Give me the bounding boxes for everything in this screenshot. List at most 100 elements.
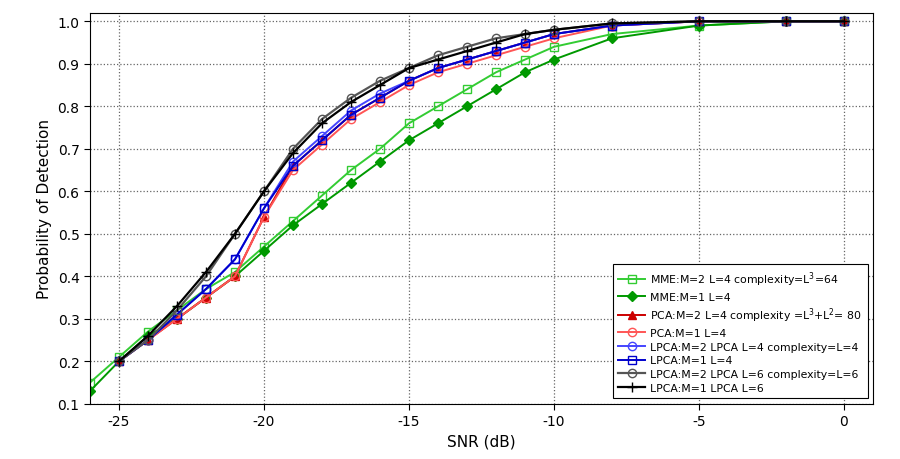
LPCA:M=1 LPCA L=6 <box>694 19 705 25</box>
MME:M=1 L=4 <box>491 87 501 93</box>
MME:M=2 L=4 complexity=L$^3$=64 <box>317 193 328 199</box>
LPCA:M=1 L=4 <box>839 19 850 25</box>
MME:M=2 L=4 complexity=L$^3$=64 <box>607 32 617 38</box>
LPCA:M=1 L=4 <box>172 312 183 318</box>
MME:M=2 L=4 complexity=L$^3$=64 <box>491 70 501 76</box>
PCA:M=2 L=4 complexity =L$^3$+L$^2$= 80 <box>549 32 560 38</box>
LPCA:M=1 LPCA L=6 <box>491 41 501 46</box>
Line: PCA:M=2 L=4 complexity =L$^3$+L$^2$= 80: PCA:M=2 L=4 complexity =L$^3$+L$^2$= 80 <box>115 18 848 366</box>
X-axis label: SNR (dB): SNR (dB) <box>447 434 516 449</box>
LPCA:M=2 LPCA L=6 complexity=L=6 <box>462 45 472 50</box>
MME:M=1 L=4 <box>142 333 153 339</box>
Line: LPCA:M=1 L=4: LPCA:M=1 L=4 <box>115 18 848 366</box>
LPCA:M=2 LPCA L=4 complexity=L=4 <box>172 312 183 318</box>
LPCA:M=2 LPCA L=4 complexity=L=4 <box>780 19 791 25</box>
LPCA:M=2 LPCA L=4 complexity=L=4 <box>462 58 472 63</box>
LPCA:M=1 L=4 <box>607 24 617 29</box>
LPCA:M=2 LPCA L=6 complexity=L=6 <box>607 22 617 27</box>
LPCA:M=2 LPCA L=4 complexity=L=4 <box>201 287 212 292</box>
LPCA:M=2 LPCA L=4 complexity=L=4 <box>549 32 560 38</box>
LPCA:M=1 LPCA L=6 <box>258 189 269 195</box>
MME:M=2 L=4 complexity=L$^3$=64 <box>694 24 705 29</box>
MME:M=1 L=4 <box>346 181 356 186</box>
MME:M=2 L=4 complexity=L$^3$=64 <box>780 19 791 25</box>
LPCA:M=2 LPCA L=4 complexity=L=4 <box>519 41 530 46</box>
MME:M=1 L=4 <box>839 19 850 25</box>
LPCA:M=2 LPCA L=4 complexity=L=4 <box>346 108 356 114</box>
LPCA:M=2 LPCA L=4 complexity=L=4 <box>694 19 705 25</box>
PCA:M=2 L=4 complexity =L$^3$+L$^2$= 80 <box>403 79 414 84</box>
PCA:M=1 L=4 <box>403 83 414 89</box>
LPCA:M=2 LPCA L=6 complexity=L=6 <box>288 147 299 152</box>
PCA:M=1 L=4 <box>201 295 212 301</box>
LPCA:M=2 LPCA L=4 complexity=L=4 <box>230 257 240 263</box>
MME:M=1 L=4 <box>317 202 328 207</box>
Line: LPCA:M=2 LPCA L=6 complexity=L=6: LPCA:M=2 LPCA L=6 complexity=L=6 <box>115 18 848 366</box>
PCA:M=2 L=4 complexity =L$^3$+L$^2$= 80 <box>694 19 705 25</box>
LPCA:M=1 LPCA L=6 <box>403 66 414 72</box>
MME:M=1 L=4 <box>433 121 444 127</box>
LPCA:M=2 LPCA L=6 complexity=L=6 <box>346 96 356 101</box>
LPCA:M=1 L=4 <box>374 96 385 101</box>
PCA:M=2 L=4 complexity =L$^3$+L$^2$= 80 <box>462 58 472 63</box>
LPCA:M=1 LPCA L=6 <box>201 270 212 275</box>
Line: PCA:M=1 L=4: PCA:M=1 L=4 <box>115 18 848 366</box>
MME:M=2 L=4 complexity=L$^3$=64 <box>172 308 183 313</box>
MME:M=1 L=4 <box>549 58 560 63</box>
LPCA:M=2 LPCA L=6 complexity=L=6 <box>374 79 385 84</box>
PCA:M=2 L=4 complexity =L$^3$+L$^2$= 80 <box>433 66 444 72</box>
Line: LPCA:M=2 LPCA L=4 complexity=L=4: LPCA:M=2 LPCA L=4 complexity=L=4 <box>115 18 848 366</box>
MME:M=2 L=4 complexity=L$^3$=64 <box>113 354 124 360</box>
LPCA:M=2 LPCA L=4 complexity=L=4 <box>491 49 501 55</box>
LPCA:M=2 LPCA L=4 complexity=L=4 <box>113 359 124 364</box>
LPCA:M=2 LPCA L=6 complexity=L=6 <box>230 231 240 237</box>
PCA:M=2 L=4 complexity =L$^3$+L$^2$= 80 <box>258 214 269 220</box>
LPCA:M=2 LPCA L=6 complexity=L=6 <box>172 308 183 313</box>
LPCA:M=1 L=4 <box>346 113 356 118</box>
PCA:M=1 L=4 <box>113 359 124 364</box>
Y-axis label: Probability of Detection: Probability of Detection <box>37 119 52 299</box>
MME:M=2 L=4 complexity=L$^3$=64 <box>85 380 95 386</box>
LPCA:M=1 L=4 <box>142 337 153 343</box>
MME:M=1 L=4 <box>607 36 617 42</box>
LPCA:M=2 LPCA L=4 complexity=L=4 <box>403 79 414 84</box>
LPCA:M=2 LPCA L=4 complexity=L=4 <box>258 206 269 212</box>
LPCA:M=1 LPCA L=6 <box>374 83 385 89</box>
MME:M=2 L=4 complexity=L$^3$=64 <box>403 121 414 127</box>
PCA:M=1 L=4 <box>317 142 328 148</box>
LPCA:M=1 L=4 <box>317 138 328 144</box>
LPCA:M=1 LPCA L=6 <box>433 58 444 63</box>
MME:M=2 L=4 complexity=L$^3$=64 <box>230 270 240 275</box>
MME:M=2 L=4 complexity=L$^3$=64 <box>839 19 850 25</box>
PCA:M=2 L=4 complexity =L$^3$+L$^2$= 80 <box>346 113 356 118</box>
MME:M=2 L=4 complexity=L$^3$=64 <box>201 287 212 292</box>
PCA:M=1 L=4 <box>346 117 356 123</box>
Line: LPCA:M=1 LPCA L=6: LPCA:M=1 LPCA L=6 <box>114 17 849 366</box>
LPCA:M=1 LPCA L=6 <box>230 231 240 237</box>
MME:M=1 L=4 <box>462 104 472 110</box>
PCA:M=1 L=4 <box>258 214 269 220</box>
PCA:M=2 L=4 complexity =L$^3$+L$^2$= 80 <box>839 19 850 25</box>
PCA:M=1 L=4 <box>549 36 560 42</box>
MME:M=1 L=4 <box>403 138 414 144</box>
PCA:M=2 L=4 complexity =L$^3$+L$^2$= 80 <box>374 96 385 101</box>
MME:M=2 L=4 complexity=L$^3$=64 <box>258 244 269 250</box>
LPCA:M=1 L=4 <box>780 19 791 25</box>
LPCA:M=2 LPCA L=6 complexity=L=6 <box>142 337 153 343</box>
LPCA:M=2 LPCA L=6 complexity=L=6 <box>491 36 501 42</box>
LPCA:M=1 LPCA L=6 <box>113 359 124 364</box>
Legend: MME:M=2 L=4 complexity=L$^3$=64, MME:M=1 L=4, PCA:M=2 L=4 complexity =L$^3$+L$^2: MME:M=2 L=4 complexity=L$^3$=64, MME:M=1… <box>613 264 868 398</box>
LPCA:M=1 LPCA L=6 <box>607 22 617 27</box>
LPCA:M=1 L=4 <box>491 49 501 55</box>
PCA:M=1 L=4 <box>288 168 299 174</box>
LPCA:M=1 LPCA L=6 <box>288 151 299 157</box>
LPCA:M=2 LPCA L=6 complexity=L=6 <box>258 189 269 195</box>
MME:M=1 L=4 <box>201 295 212 301</box>
LPCA:M=2 LPCA L=4 complexity=L=4 <box>317 134 328 140</box>
PCA:M=1 L=4 <box>839 19 850 25</box>
LPCA:M=2 LPCA L=6 complexity=L=6 <box>433 53 444 59</box>
PCA:M=2 L=4 complexity =L$^3$+L$^2$= 80 <box>113 359 124 364</box>
LPCA:M=1 LPCA L=6 <box>839 19 850 25</box>
Line: MME:M=1 L=4: MME:M=1 L=4 <box>86 19 848 395</box>
LPCA:M=2 LPCA L=6 complexity=L=6 <box>549 28 560 34</box>
